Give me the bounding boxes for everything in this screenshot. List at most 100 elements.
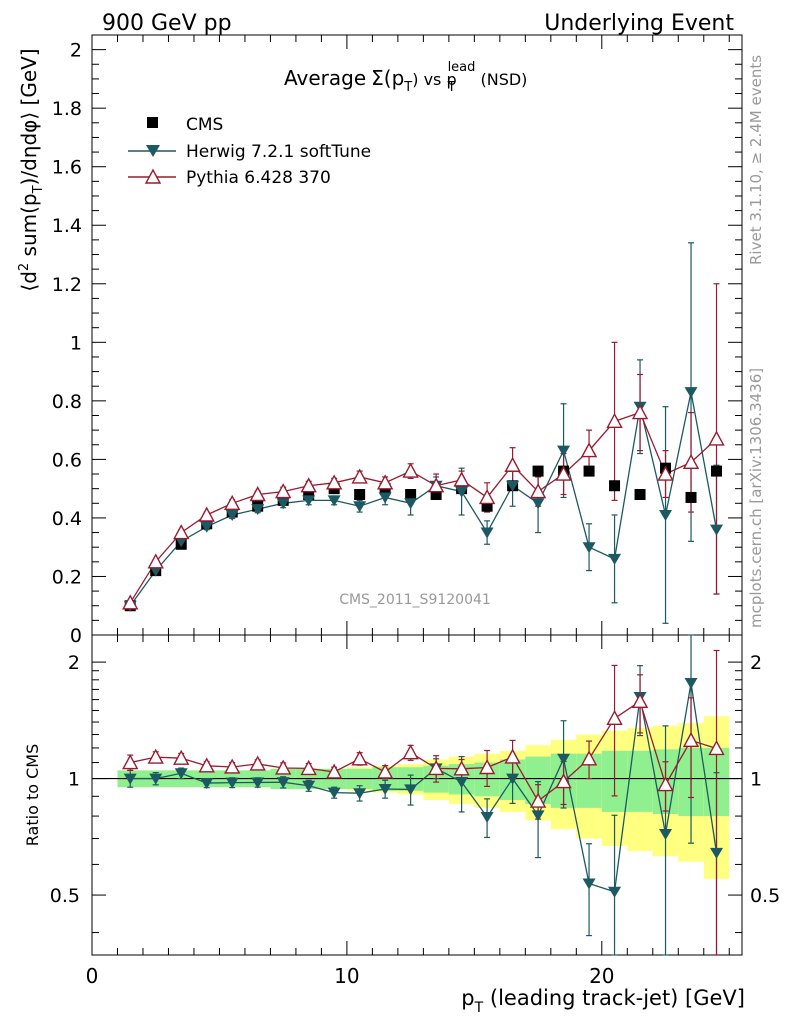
pythia-data-point (351, 468, 368, 484)
pythia-ratio-point (504, 748, 521, 764)
herwig-ratio-point (582, 878, 596, 890)
herwig-data-point (684, 387, 698, 399)
pythia-ratio-point (606, 709, 623, 726)
herwig-ratio-point (480, 812, 494, 824)
herwig-data-point (506, 480, 520, 492)
herwig-ratio-point (404, 784, 418, 796)
pythia-data-point (504, 456, 521, 472)
header-right: Underlying Event (544, 11, 734, 36)
ratio-ticks (91, 635, 742, 955)
pythia-data-point (198, 506, 215, 522)
herwig-data-point (480, 527, 494, 539)
ratio-band-inner (627, 750, 653, 812)
legend-label-cms: CMS (186, 115, 223, 135)
herwig-ratio-point (225, 777, 239, 789)
pythia-ratio-point (529, 792, 547, 808)
pythia-data-point (147, 553, 164, 569)
herwig-ratio-point (353, 788, 367, 800)
main-panel: 0 0.2 0.4 0.6 0.8 1 1.2 1.4 1.6 1.8 2 Average Σ(pT)… (52, 34, 743, 647)
pythia-data-point (402, 462, 419, 478)
pythia-data-point (427, 477, 445, 493)
cms-data-point (430, 489, 442, 501)
pythia-data-point (580, 442, 598, 458)
x-tick-label: 10 (334, 964, 359, 988)
legend-triangle-open-icon (144, 168, 162, 184)
pythia-ratio-point (275, 759, 292, 775)
main-y-axis-label: ⟨d2 sum(pT)/dηdφ⟩ [GeV] (17, 48, 46, 291)
herwig-ratio-point (531, 810, 545, 822)
herwig-ratio-point (557, 753, 571, 765)
herwig-ratio-line (130, 682, 718, 893)
pythia-data-point (325, 474, 343, 490)
pythia-data-point (453, 471, 470, 487)
pythia-data-point (224, 494, 241, 510)
pythia-data-point (631, 404, 649, 420)
herwig-ratio-point (123, 773, 137, 785)
pythia-ratio-point (453, 760, 470, 776)
y-tick-label: 1 (70, 332, 82, 354)
y-tick-label: 0.2 (52, 566, 82, 588)
x-axis-label: pT (leading track-jet) [GeV] (461, 986, 745, 1016)
pythia-ratio-point (631, 692, 649, 709)
herwig-ratio-point (455, 776, 469, 788)
ratio-tick-label: 0.5 (750, 885, 780, 907)
pythia-ratio-point (224, 758, 241, 774)
pythia-data-point (173, 524, 190, 540)
herwig-data-point (557, 445, 571, 457)
pythia-ratio-point (427, 759, 445, 776)
pythia-ratio-point (478, 759, 496, 775)
herwig-ratio-point (684, 678, 698, 690)
pythia-ratio-point (198, 757, 215, 773)
pythia-ratio-point (580, 750, 598, 766)
ratio-tick-label: 2 (750, 652, 762, 674)
pythia-ratio-point (249, 755, 266, 771)
y-tick-label: 1.6 (52, 157, 82, 179)
pythia-ratio-point (376, 763, 394, 779)
pythia-data-point (275, 483, 292, 499)
legend-entry-herwig: Herwig 7.2.1 softTune (128, 142, 371, 162)
herwig-ratio-point (149, 773, 163, 785)
herwig-data-point (276, 498, 290, 510)
pythia-ratio-point (657, 776, 674, 792)
pythia-data-point (300, 477, 317, 493)
pythia-ratio-point (147, 748, 164, 764)
herwig-ratio-point (506, 773, 520, 785)
herwig-data-point (531, 498, 545, 510)
cms-data-point (481, 500, 493, 512)
y-tick-label: 2 (70, 40, 82, 62)
ratio-panel: 0 10 20 0.5 0.5 1 1 2 2 (50, 634, 780, 988)
ratio-bands (92, 716, 742, 880)
cms-data-point (583, 465, 595, 477)
ratio-tick-label: 2 (68, 652, 80, 674)
cms-data-point (685, 491, 697, 503)
y-tick-label: 0.6 (52, 449, 82, 471)
legend-square-icon (147, 117, 158, 128)
herwig-data-point (302, 495, 316, 507)
pythia-line (129, 411, 717, 604)
pythia-ratio-point (325, 763, 343, 779)
pythia-data-point (249, 486, 266, 502)
ratio-tick-labels: 0 10 20 0.5 0.5 1 1 2 2 (50, 652, 780, 988)
ratio-tick-label: 1 (750, 769, 762, 791)
herwig-line (129, 391, 718, 607)
pythia-data-point (122, 594, 139, 610)
mcplots-label: mcplots.cern.ch [arXiv:1306.3436] (747, 368, 765, 628)
herwig-ratio-point (608, 886, 622, 898)
pythia-ratio-point (300, 759, 317, 776)
herwig-data-point (710, 524, 724, 536)
cms-data-point (634, 489, 646, 501)
y-tick-label: 1.2 (52, 274, 82, 296)
cms-data-point (609, 480, 621, 492)
ratio-data (122, 634, 725, 956)
header-left: 900 GeV pp (102, 11, 232, 36)
y-tick-label: 1.4 (52, 215, 82, 237)
herwig-ratio-point (659, 828, 673, 840)
herwig-data-point (327, 495, 341, 507)
herwig-data-point (659, 510, 673, 521)
y-tick-label: 0.8 (52, 391, 82, 413)
main-ticks (91, 34, 742, 636)
herwig-data-point (225, 510, 239, 521)
pythia-ratio-point (173, 749, 190, 765)
pythia-data-point (376, 474, 394, 490)
